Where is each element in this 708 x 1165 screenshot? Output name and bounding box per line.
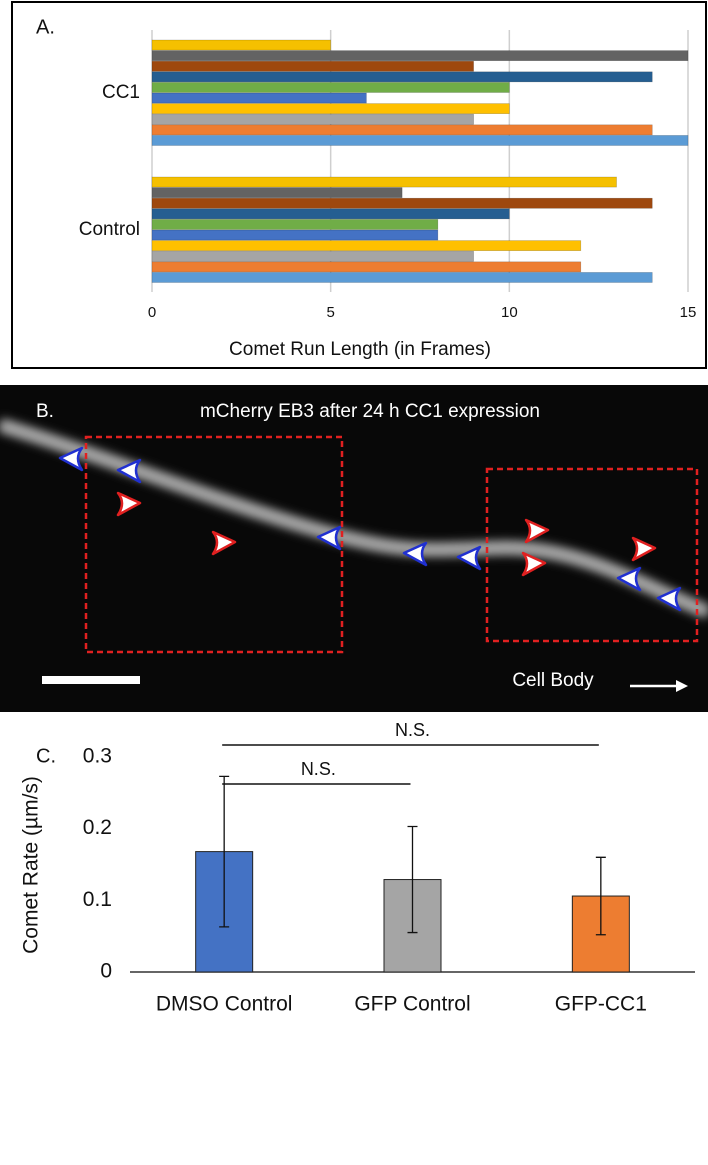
bar <box>152 188 402 198</box>
y-tick-label: 0.3 <box>83 745 112 768</box>
y-tick-label: Control <box>79 219 140 240</box>
image-background <box>0 385 708 712</box>
x-tick-label: GFP-CC1 <box>555 993 647 1016</box>
bar <box>152 125 652 135</box>
bar <box>152 61 474 71</box>
bar <box>152 198 652 208</box>
x-tick-label: DMSO Control <box>156 993 293 1016</box>
bar <box>152 114 474 124</box>
bar <box>152 104 509 114</box>
micrograph: B. mCherry EB3 after 24 h CC1 expression… <box>0 385 708 712</box>
image-title: mCherry EB3 after 24 h CC1 expression <box>200 401 540 422</box>
bar <box>152 51 688 61</box>
y-axis-label: Comet Rate (µm/s) <box>20 776 43 954</box>
bar <box>152 241 581 251</box>
x-tick-label: 0 <box>148 304 156 321</box>
bar <box>152 135 688 145</box>
bar <box>152 209 509 219</box>
annotation: N.S. <box>301 759 336 779</box>
panel-label: A. <box>36 16 55 38</box>
x-tick-label: 15 <box>680 304 697 321</box>
y-tick-label: CC1 <box>102 82 140 103</box>
bar <box>152 219 438 229</box>
bar <box>152 82 509 92</box>
annotation: N.S. <box>395 720 430 740</box>
panel-label: C. <box>36 745 56 767</box>
figure: A. Comet Run Length (in Frames) B. mCher… <box>0 0 708 1160</box>
bar <box>152 262 581 272</box>
bar <box>152 272 652 282</box>
bar <box>152 230 438 240</box>
x-tick-label: 5 <box>326 304 334 321</box>
scale-bar <box>42 676 140 684</box>
x-axis-label: Comet Run Length (in Frames) <box>229 339 491 360</box>
bar <box>152 93 366 103</box>
bar <box>152 251 474 261</box>
bar <box>152 40 331 50</box>
bar <box>152 72 652 82</box>
x-tick-label: 10 <box>501 304 518 321</box>
y-tick-label: 0.1 <box>83 888 112 911</box>
bar <box>152 177 617 187</box>
panel-label: B. <box>36 401 54 422</box>
y-tick-label: 0.2 <box>83 816 112 839</box>
x-tick-label: GFP Control <box>354 993 470 1016</box>
image-caption: Cell Body <box>512 670 594 691</box>
y-tick-label: 0 <box>100 960 112 983</box>
